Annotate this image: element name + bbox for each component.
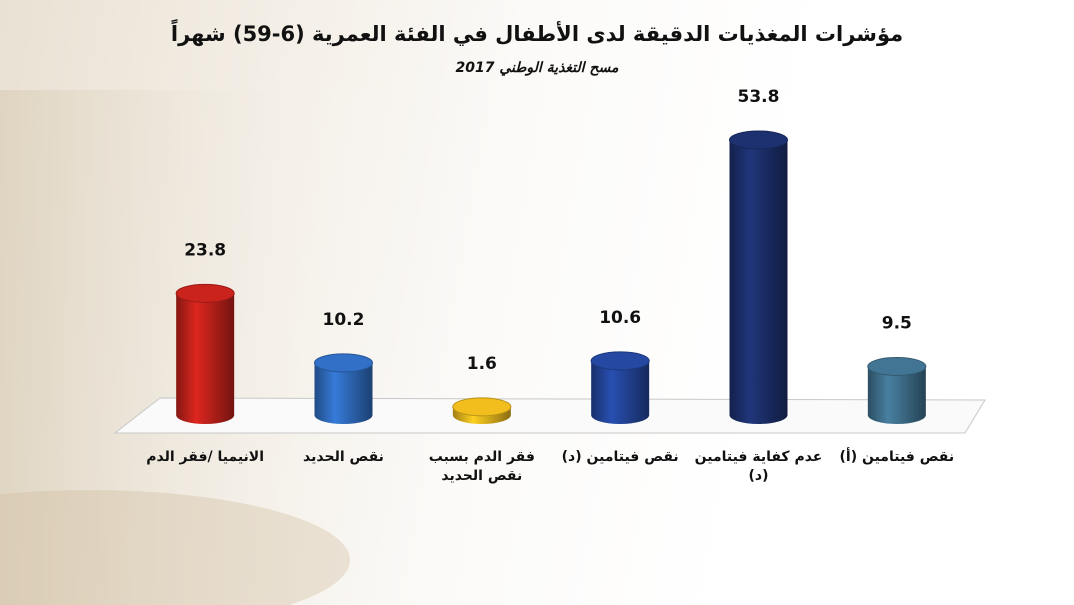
bar xyxy=(591,360,650,424)
value-label: 1.6 xyxy=(467,354,497,374)
x-tick-label: عدم كفاية فيتامين (د) xyxy=(694,449,823,484)
chart-subtitle: مسح التغذية الوطني 2017 xyxy=(455,60,619,76)
x-tick-label: فقر الدم بسبب نقص الحديد xyxy=(428,449,535,484)
bar-top xyxy=(729,130,788,150)
value-label: 23.8 xyxy=(184,240,226,260)
x-tick-label: نقص فيتامين (أ) xyxy=(839,449,955,465)
background-decor xyxy=(0,490,350,605)
chart-title: مؤشرات المغذيات الدقيقة لدى الأطفال في ا… xyxy=(170,22,904,46)
bar xyxy=(867,366,926,424)
bar xyxy=(176,293,235,424)
x-tick-label: نقص فيتامين (د) xyxy=(561,449,679,465)
bar-top xyxy=(452,397,512,417)
bar xyxy=(729,140,788,424)
value-label: 10.6 xyxy=(599,308,641,328)
bar-top xyxy=(590,351,650,371)
bar xyxy=(314,362,373,424)
value-label: 10.2 xyxy=(323,310,365,330)
x-tick-label: الانيميا /فقر الدم xyxy=(146,449,265,465)
value-label: 53.8 xyxy=(738,87,780,107)
x-tick-label: نقص الحديد xyxy=(303,449,384,465)
bar-top xyxy=(314,353,373,373)
bar-top xyxy=(867,356,927,376)
value-label: 9.5 xyxy=(882,313,912,333)
bar-top xyxy=(175,283,235,303)
floor xyxy=(113,397,986,434)
